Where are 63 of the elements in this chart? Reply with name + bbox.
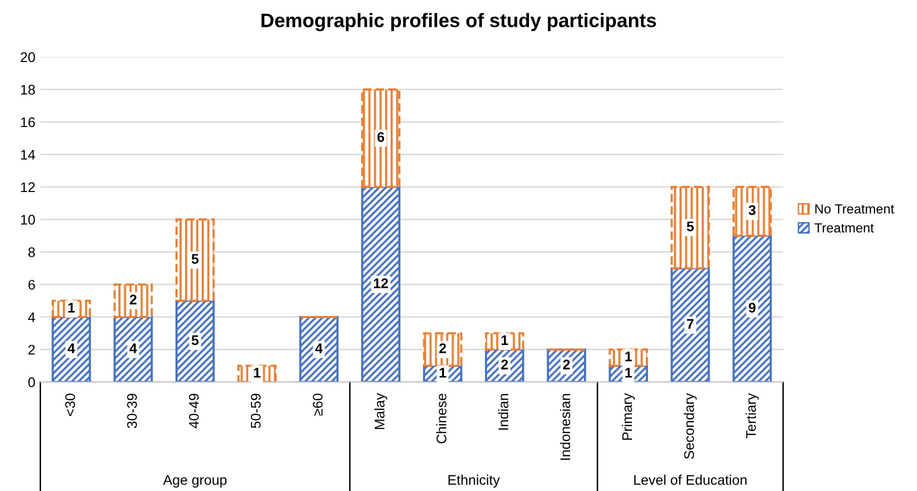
x-tick-label: Indian	[498, 394, 508, 430]
data-label: 1	[68, 302, 75, 312]
bar	[175, 300, 215, 382]
x-tick-label: Indonesian	[560, 394, 570, 460]
bar	[299, 316, 338, 382]
data-label: 4	[68, 344, 76, 354]
x-tick-label: 50-59	[250, 394, 261, 428]
data-label: 1	[440, 368, 446, 378]
data-label: 5	[192, 254, 199, 264]
data-label: 4	[130, 344, 137, 354]
bar	[114, 316, 153, 382]
y-tick-label: 2	[28, 344, 35, 355]
bar	[732, 234, 772, 382]
bar	[670, 186, 710, 270]
data-label: 1	[254, 368, 260, 378]
bar	[175, 218, 215, 302]
data-label: 4	[315, 344, 323, 354]
x-tick-label: Malay	[374, 393, 388, 430]
bar	[361, 88, 400, 188]
y-tick-label: 16	[21, 117, 35, 128]
data-label: 3	[748, 205, 756, 216]
bar	[361, 186, 400, 382]
data-label: 1	[625, 368, 632, 378]
y-tick-label: 18	[21, 84, 35, 95]
chart-title: Demographic profiles of study participants	[262, 12, 656, 32]
bar	[670, 267, 710, 382]
x-tick-label: Primary	[622, 393, 635, 440]
data-label: 6	[377, 132, 384, 142]
data-label: 9	[748, 302, 756, 313]
data-label: 1	[502, 335, 508, 345]
text: Ethnicity	[448, 474, 500, 488]
x-tick-label: Chinese	[436, 394, 446, 444]
data-label: 5	[686, 222, 694, 232]
data-label: 12	[374, 278, 388, 288]
bar	[732, 186, 772, 237]
x-tick-label: 40-49	[188, 394, 199, 428]
bar	[114, 283, 153, 318]
text: Age group	[163, 475, 227, 488]
bar	[52, 316, 91, 382]
x-tick-label: Tertiary	[746, 393, 759, 438]
data-label: 2	[130, 294, 136, 304]
bar	[423, 332, 462, 367]
data-label: 2	[501, 360, 508, 370]
data-label: 7	[687, 319, 694, 329]
x-tick-label: Secondary	[684, 393, 697, 459]
text: Level of Education	[634, 474, 747, 485]
y-tick-label: 6	[28, 280, 35, 290]
data-label: 5	[192, 335, 199, 346]
y-tick-label: 20	[20, 52, 35, 62]
y-tick-label: 0	[28, 377, 35, 388]
y-tick-label: 10	[21, 214, 35, 225]
y-tick-label: 14	[21, 150, 36, 160]
y-tick-label: 12	[21, 182, 35, 192]
y-tick-label: 4	[28, 312, 36, 322]
legend-label: Treatment	[814, 223, 874, 233]
y-tick-label: 8	[28, 247, 35, 258]
data-label: 2	[439, 343, 446, 354]
x-tick-label: <30	[65, 394, 76, 416]
x-tick-label: 30-39	[127, 394, 137, 428]
x-tick-label: ≥60	[312, 394, 323, 416]
data-label: 2	[563, 360, 570, 370]
data-label: 1	[625, 352, 632, 362]
legend-label: No Treatment	[815, 204, 894, 214]
